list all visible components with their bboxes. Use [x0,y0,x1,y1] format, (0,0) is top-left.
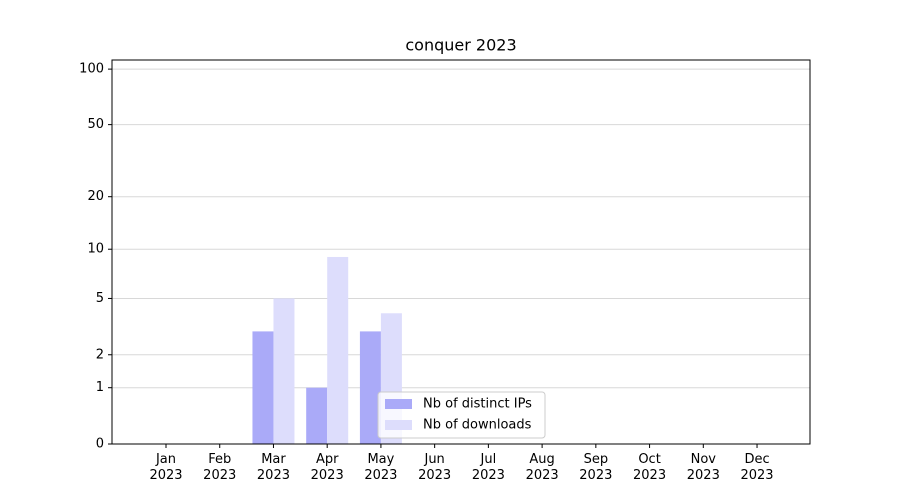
bar [252,331,274,444]
y-tick-label: 50 [87,117,104,132]
y-tick-label: 0 [96,437,104,452]
x-tick-label: Oct 2023 [633,452,667,483]
legend-swatch [385,399,412,409]
legend-box [377,391,546,439]
x-tick-label: Nov 2023 [686,452,720,483]
y-tick-label: 20 [87,189,104,204]
x-tick-label: Sep 2023 [579,452,613,483]
x-tick-label: May 2023 [364,452,398,483]
y-tick-label: 2 [96,347,104,362]
x-tick-label: Jun 2023 [418,452,452,483]
x-tick-label: Dec 2023 [740,452,774,483]
y-tick-label: 1 [96,380,104,395]
x-tick-label: Jan 2023 [149,452,183,483]
chart-title: conquer 2023 [405,36,516,55]
legend-label: Nb of downloads [423,418,532,433]
y-tick-label: 100 [79,62,104,77]
bar [273,298,295,444]
x-tick-label: Aug 2023 [525,452,559,483]
legend: Nb of distinct IPs Nb of downloads [377,391,546,439]
x-tick-label: Feb 2023 [203,452,237,483]
bar [306,387,328,444]
plot-frame [111,59,811,445]
bar [359,331,381,444]
x-tick-label: Jul 2023 [471,452,505,483]
legend-label: Nb of distinct IPs [423,397,532,412]
y-tick-label: 10 [87,242,104,257]
legend-swatch [385,420,412,430]
x-tick-label: Apr 2023 [310,452,344,483]
y-tick-label: 5 [96,291,104,306]
bar [327,256,349,444]
x-tick-label: Mar 2023 [256,452,290,483]
